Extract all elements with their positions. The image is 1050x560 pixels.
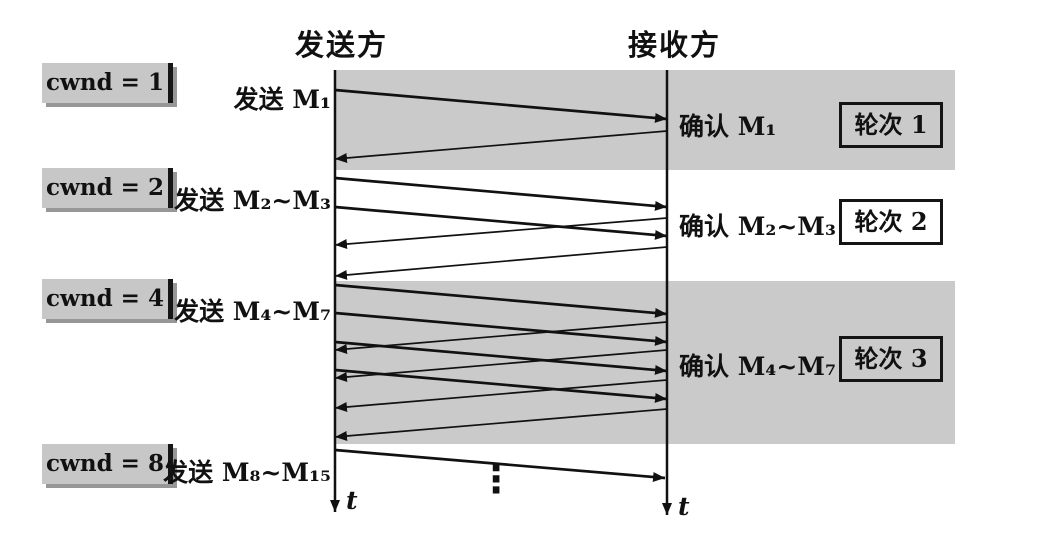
- receiver-column-header: 接收方: [628, 28, 722, 62]
- data-arrow: [334, 88, 668, 123]
- data-arrow: [334, 448, 666, 482]
- round-badge-3: 轮次 3: [839, 336, 943, 382]
- round-badge-1: 轮次 1: [839, 102, 943, 148]
- send-label-round-4: 发送 M₈~M₁₅: [163, 458, 331, 487]
- ack-label-round-2: 确认 M₂~M₃: [679, 212, 836, 241]
- cwnd-box-round-2: cwnd = 2: [42, 168, 173, 208]
- data-arrow: [334, 283, 668, 318]
- ack-arrow: [334, 217, 668, 250]
- ack-arrow: [334, 408, 668, 441]
- data-arrow: [334, 368, 668, 403]
- cwnd-box-round-1: cwnd = 1: [42, 63, 173, 103]
- round-band-1: [335, 70, 955, 170]
- continuation-ellipsis: ⋮: [477, 457, 515, 501]
- round-band-3: [335, 281, 955, 444]
- send-label-round-3: 发送 M₄~M₇: [174, 297, 331, 326]
- ack-label-round-3: 确认 M₄~M₇: [679, 352, 836, 381]
- ack-arrow: [334, 379, 668, 412]
- data-arrow: [334, 176, 668, 211]
- send-label-round-1: 发送 M₁: [233, 85, 331, 114]
- round-badge-2: 轮次 2: [839, 199, 943, 245]
- cwnd-box-round-4: cwnd = 8: [42, 444, 173, 484]
- sender-column-header: 发送方: [295, 28, 389, 62]
- send-label-round-2: 发送 M₂~M₃: [174, 186, 331, 215]
- time-axis-label-receiver: t: [678, 492, 690, 521]
- ack-arrow: [334, 246, 668, 280]
- cwnd-box-round-3: cwnd = 4: [42, 279, 173, 319]
- data-arrow: [334, 205, 668, 240]
- time-axis-label-sender: t: [346, 486, 358, 515]
- ack-arrow: [334, 130, 668, 163]
- ack-arrow: [334, 321, 668, 354]
- data-arrow: [334, 340, 668, 375]
- ack-arrow: [334, 349, 668, 382]
- data-arrow: [334, 311, 668, 346]
- ack-label-round-1: 确认 M₁: [679, 112, 777, 141]
